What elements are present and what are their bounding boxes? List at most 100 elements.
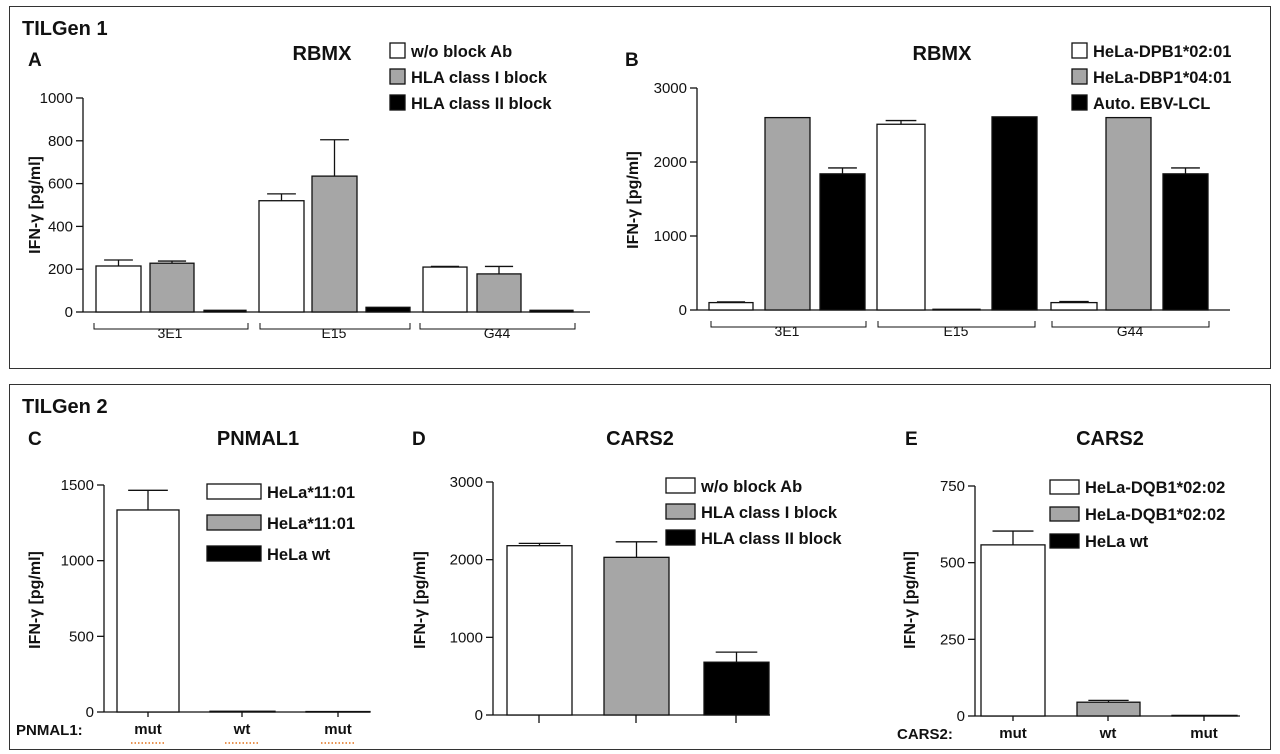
legend-swatch [1049,506,1080,522]
y-tick-label: 3000 [654,80,687,97]
panel-letter: D [412,429,426,450]
bar [819,173,866,311]
category-label: mut [134,721,162,738]
category-label: mut [1190,725,1218,742]
category-label: 3E1 [158,325,183,341]
legend-swatch [1071,94,1088,111]
y-tick-label: 0 [475,707,483,724]
legend-swatch [1049,533,1080,549]
bar [476,273,522,313]
tilgen2-frame [9,384,1271,750]
category-bracket [877,321,1036,328]
bar [1050,301,1098,311]
legend-label: HeLa wt [1085,533,1149,551]
row-label: PNMAL1: [16,722,83,739]
panel-e: E CARS2 0 250 500 750 IFN-γ [pg/ml] mut wt mut CAR… [897,428,1240,743]
y-axis-label: IFN-γ [pg/ml] [412,551,429,649]
bar [311,175,358,313]
bar [1171,714,1238,717]
legend-label: HeLa-DQB1*02:02 [1085,479,1225,497]
legend-swatch [1071,42,1088,59]
category-label: wt [1099,725,1117,742]
y-tick-label: 0 [957,708,965,725]
y-tick-label: 2000 [450,552,483,569]
bar [365,306,411,313]
bar [1162,173,1209,311]
bar [116,509,180,713]
group-title-tilgen1: TILGen 1 [22,18,108,40]
category-label: wt [233,721,251,738]
panel-b: B RBMX 0 1000 2000 3000 IFN-γ [pg/ml] 3E1 E15 G44… [625,42,1231,339]
legend-label: HeLa-DQB1*02:02 [1085,506,1225,524]
category-label: mut [324,721,352,738]
legend-label: HeLa*11:01 [267,484,355,502]
panel-letter: B [625,50,639,71]
panel-letter: E [905,429,918,450]
category-bracket [259,323,411,330]
category-bracket [419,323,576,330]
legend-label: Auto. EBV-LCL [1093,95,1210,113]
y-tick-label: 1500 [61,477,94,494]
y-axis-label: IFN-γ [pg/ml] [27,551,44,649]
y-axis-label: IFN-γ [pg/ml] [625,151,642,249]
chart-title: CARS2 [606,428,674,450]
bar [703,661,770,716]
bar [876,123,926,311]
y-tick-label: 1000 [40,90,73,107]
legend-label: HLA class I block [411,69,548,87]
panel-c: C PNMAL1 0 500 1000 1500 IFN-γ [pg/ml] mut wt mut… [16,428,371,744]
category-bracket [710,321,867,328]
category-label: G44 [484,325,511,341]
category-label: G44 [1117,323,1144,339]
bar [1105,116,1152,311]
legend-swatch [665,503,696,520]
legend-label: HeLa*11:01 [267,515,355,533]
bar [209,710,276,713]
legend-label: HeLa-DBP1*04:01 [1093,69,1231,87]
panel-letter: C [28,429,42,450]
legend-swatch [1049,479,1080,495]
y-tick-label: 600 [48,176,73,193]
y-tick-label: 800 [48,133,73,150]
legend-label: HLA class II block [411,95,552,113]
y-tick-label: 2000 [654,154,687,171]
y-tick-label: 1000 [61,553,94,570]
bar [764,116,811,311]
y-tick-label: 1000 [450,629,483,646]
panel-a: A RBMX 0 200 400 600 800 1000 IFN-γ [pg/ml] 3E1 E1… [27,42,590,341]
panel-d: D CARS2 0 1000 2000 3000 IFN-γ [pg/ml] w/o bloc… [412,428,842,724]
legend-label: w/o block Ab [410,43,512,61]
y-tick-label: 200 [48,261,73,278]
y-tick-label: 0 [86,704,94,721]
bar [506,545,573,716]
legend-swatch [206,545,262,562]
bar [149,262,195,313]
legend-swatch [389,94,406,111]
y-tick-label: 0 [679,302,687,319]
chart-title: PNMAL1 [217,428,299,450]
legend-swatch [665,529,696,546]
y-tick-label: 0 [65,304,73,321]
tilgen1-frame [9,6,1271,369]
y-tick-label: 500 [69,628,94,645]
category-label: mut [999,725,1027,742]
bar [95,265,142,313]
y-tick-label: 250 [940,631,965,648]
bar [980,544,1046,717]
bar [603,556,670,716]
legend-label: HeLa-DPB1*02:01 [1093,43,1231,61]
legend-swatch [389,42,406,59]
y-tick-label: 3000 [450,474,483,491]
category-bracket [93,323,249,330]
legend-swatch [665,477,696,494]
category-label: E15 [322,325,347,341]
y-tick-label: 1000 [654,228,687,245]
chart-title: RBMX [913,43,973,65]
chart-title: RBMX [293,43,353,65]
legend-label: HLA class II block [701,530,842,548]
legend-swatch [1071,68,1088,85]
y-axis-label: IFN-γ [pg/ml] [902,551,919,649]
bar [529,309,574,313]
category-bracket [1051,321,1210,328]
